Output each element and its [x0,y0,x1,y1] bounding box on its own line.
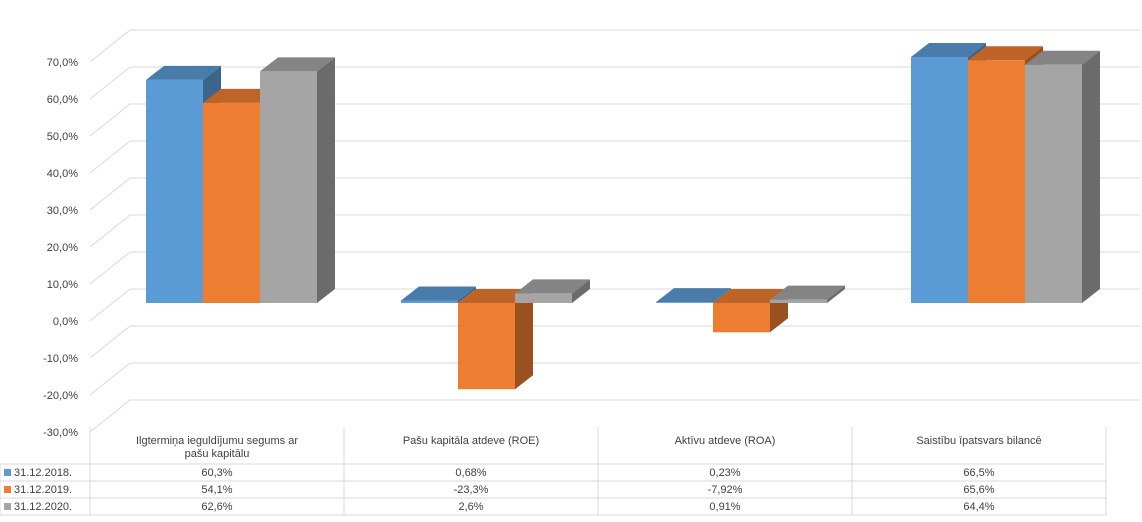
bar-front [401,300,458,303]
data-label: 66,5% [963,467,994,479]
bar [458,289,533,390]
bar-side [713,288,731,303]
bar [770,285,845,303]
bar [1025,50,1100,303]
data-label: 0,68% [455,467,486,479]
bar-top [515,279,590,294]
bar [260,57,335,303]
y-axis: -30,0% -20,0% -10,0% 0,0% 10,0% 20,0% 30,0% 40,… [43,57,78,439]
bar [515,279,590,303]
gridline-depth [89,140,131,174]
bar-top [656,288,731,303]
bar-front [146,79,203,303]
y-tick-label: 20,0% [47,242,78,254]
bar-top [713,289,788,303]
bar-front [770,299,827,303]
bar-front [968,60,1025,303]
data-label: 65,6% [963,484,994,496]
legend-swatch [4,469,11,476]
bar-front [713,303,770,333]
bar-side [458,286,476,303]
data-label: 2,6% [458,501,483,513]
legend-swatch [4,503,11,510]
bar-top [968,46,1043,61]
bar-top [401,286,476,301]
y-tick-label: 10,0% [47,279,78,291]
y-tick-label: -30,0% [43,427,78,439]
gridline-depth [89,66,131,100]
bar-front [1025,64,1082,303]
y-tick-label: 70,0% [47,57,78,69]
category-label: Ilgtermiņa ieguldījumu segums ar [136,435,298,447]
data-label: -23,3% [454,484,489,496]
bar-top [146,65,221,80]
legend-swatch [4,486,11,493]
bar-side [827,285,845,303]
gridline-depth [89,362,131,396]
data-label: 0,91% [709,501,740,513]
gridline-depth [89,325,131,359]
y-tick-label: -10,0% [43,353,78,365]
category-label: pašu kapitālu [185,448,250,460]
bars [146,42,1100,390]
data-label: 60,3% [201,467,232,479]
legend-label: 31.12.2019. [14,484,72,496]
gridline-depth [89,103,131,137]
gridline-depth [89,288,131,322]
bar-top [770,285,845,300]
data-label: 0,23% [709,467,740,479]
gridline-depth [89,251,131,285]
legend-label: 31.12.2020. [14,501,72,513]
gridline-depth [89,214,131,248]
gridline-depth [89,177,131,211]
bar-front [515,293,572,303]
y-tick-label: -20,0% [43,390,78,402]
bar [401,286,476,303]
category-label: Pašu kapitāla atdeve (ROE) [403,435,539,447]
bar-top [1025,50,1100,65]
category-label: Aktīvu atdeve (ROA) [675,435,776,447]
gridline-depth [89,29,131,63]
bar-top [458,289,533,303]
data-label: 62,6% [201,501,232,513]
legend-label: 31.12.2018. [14,467,72,479]
data-label: -7,92% [708,484,743,496]
bar-top [203,88,278,103]
bar-front [203,102,260,303]
bar-front [458,303,515,390]
bar-side [572,279,590,303]
y-tick-label: 60,0% [47,94,78,106]
bar-top [260,57,335,72]
bar-front [911,56,968,304]
bar-top [911,42,986,57]
bar-front [260,71,317,303]
y-tick-label: 0,0% [53,316,78,328]
y-tick-label: 40,0% [47,168,78,180]
y-tick-label: 30,0% [47,205,78,217]
category-label: Saistību īpatsvars bilancē [916,435,1041,447]
gridline-depth [89,399,131,433]
data-label: 64,4% [963,501,994,513]
bar [656,288,731,303]
bar-side [317,57,335,303]
bar-side [515,289,533,390]
bar-side [1082,50,1100,303]
bar-front [656,302,713,303]
y-tick-label: 50,0% [47,131,78,143]
data-label: 54,1% [201,484,232,496]
